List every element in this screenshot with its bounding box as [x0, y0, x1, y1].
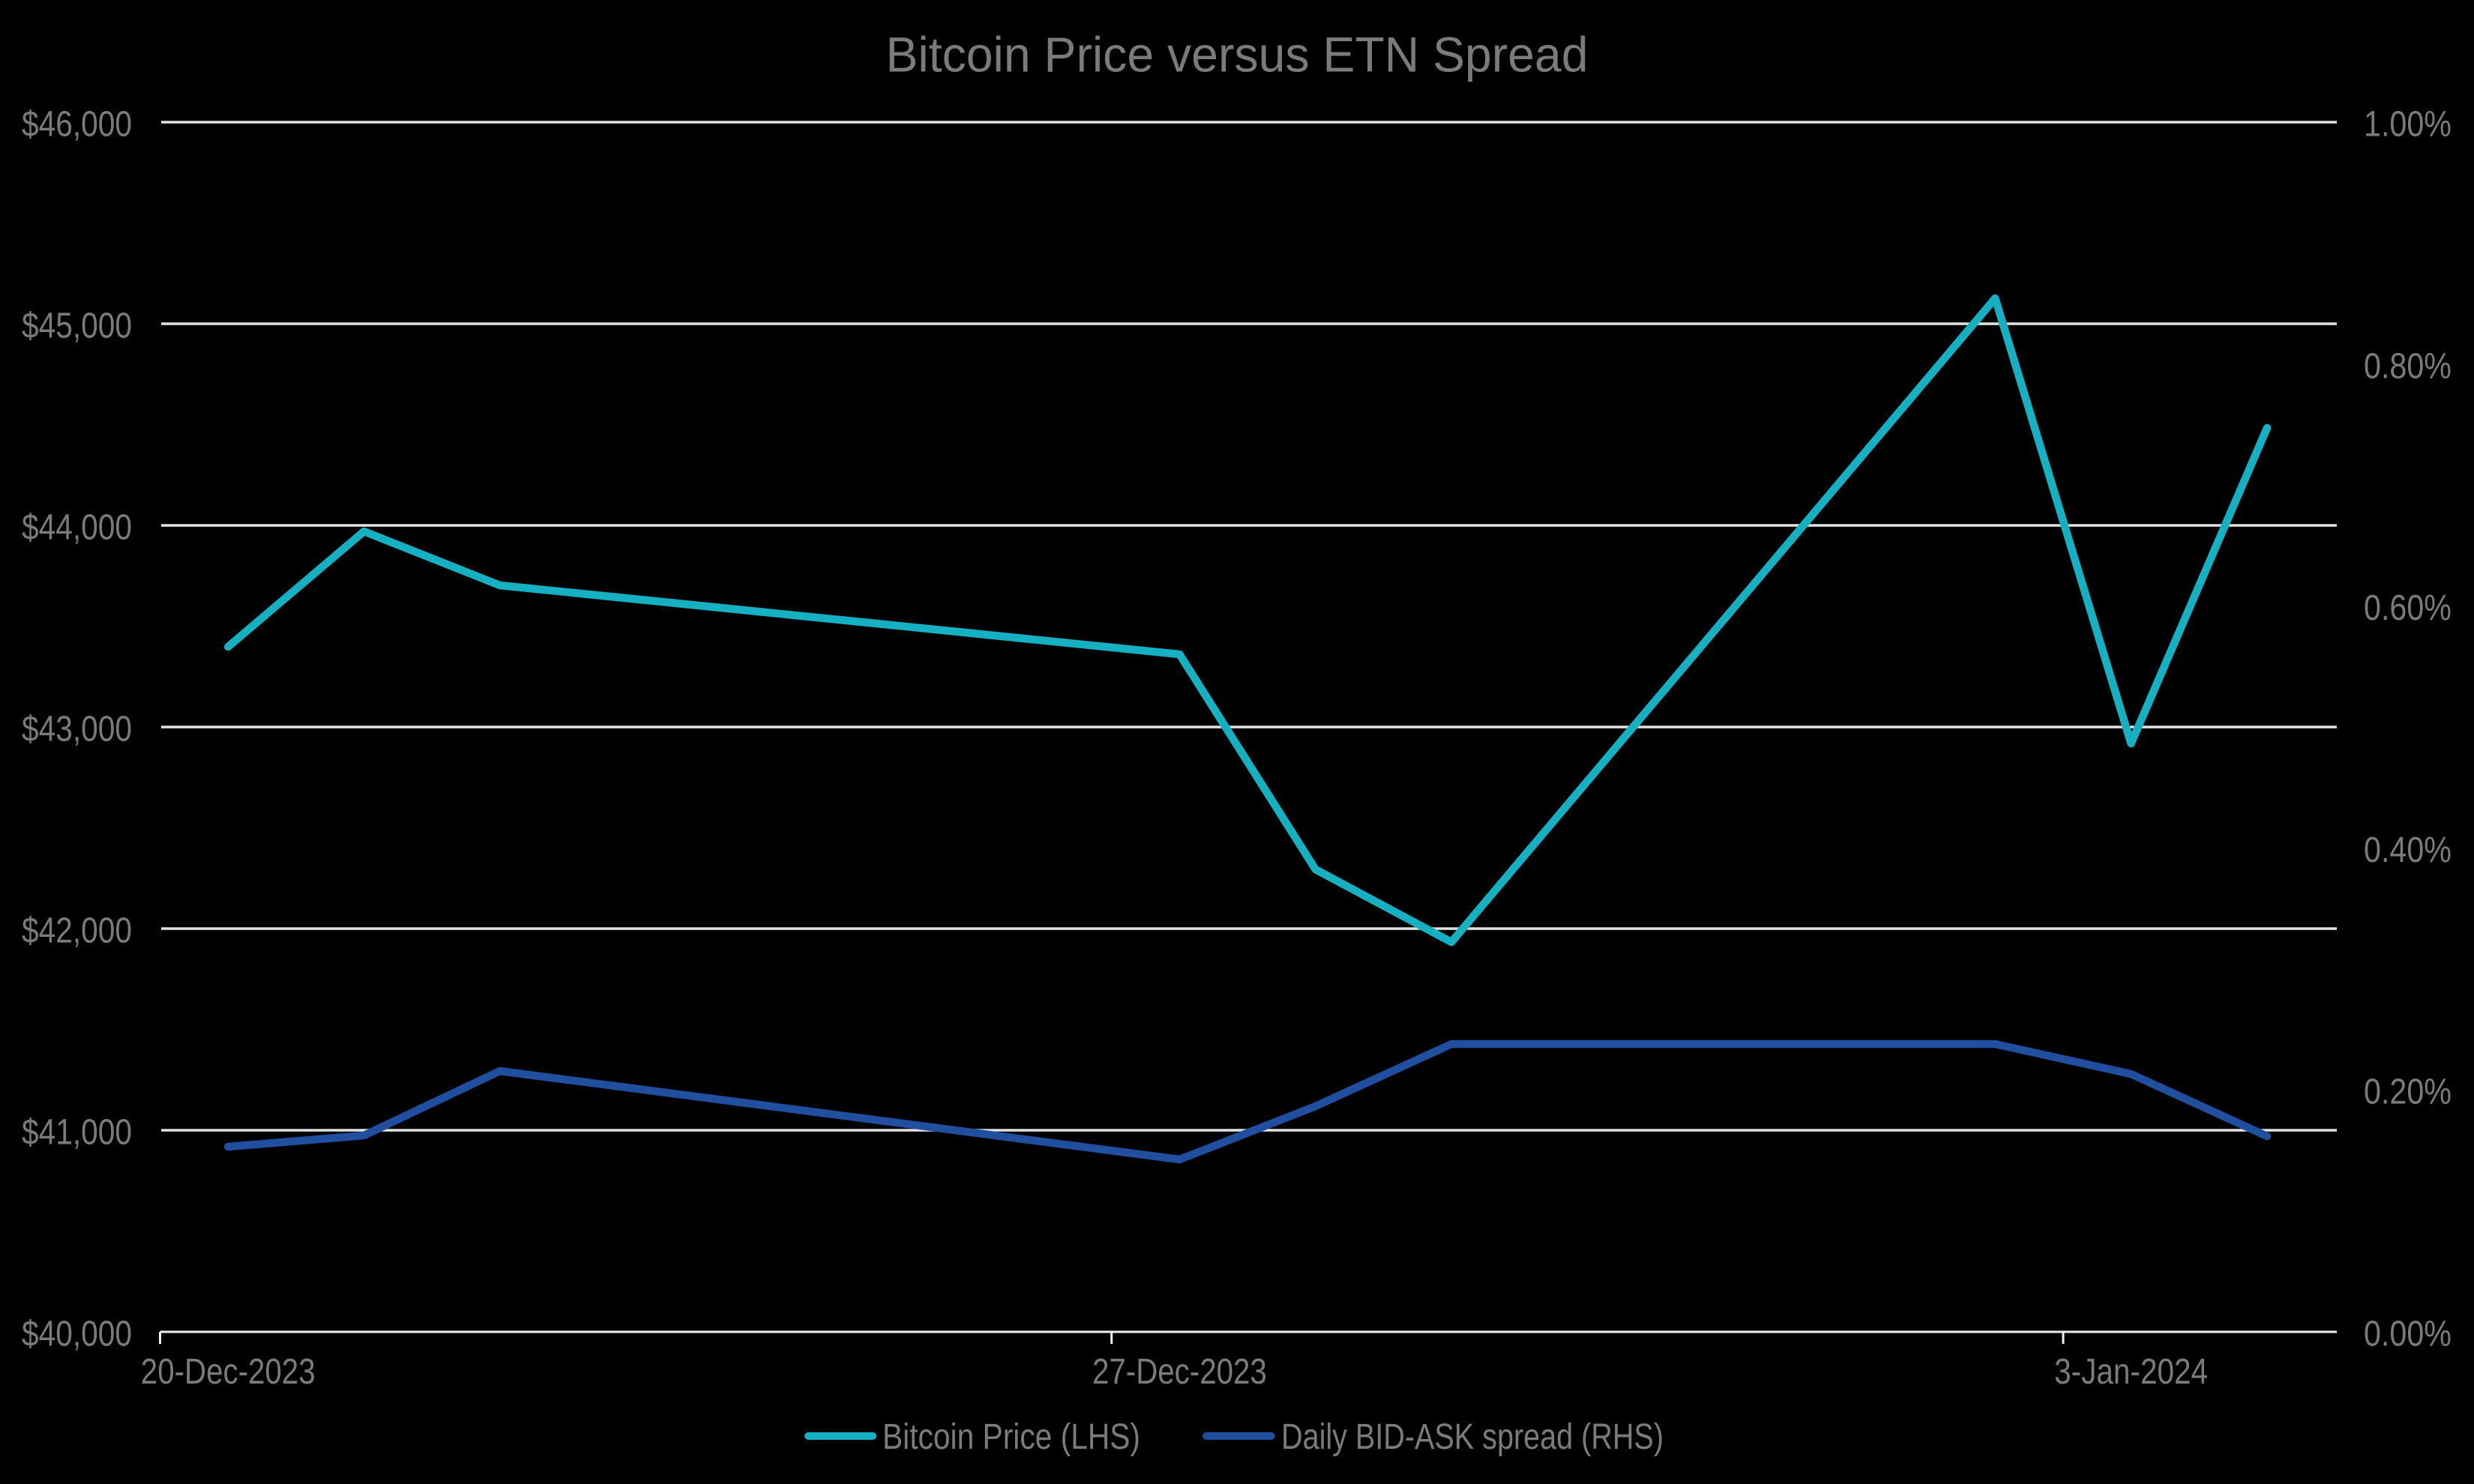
svg-text:$45,000: $45,000 — [22, 307, 132, 346]
svg-text:Bitcoin Price versus ETN Sprea: Bitcoin Price versus ETN Spread — [886, 27, 1589, 82]
svg-text:0.40%: 0.40% — [2364, 830, 2452, 870]
svg-text:0.20%: 0.20% — [2364, 1073, 2452, 1112]
svg-text:0.60%: 0.60% — [2364, 588, 2452, 628]
svg-text:Daily BID-ASK spread (RHS): Daily BID-ASK spread (RHS) — [1281, 1417, 1664, 1457]
svg-text:Bitcoin Price (LHS): Bitcoin Price (LHS) — [882, 1417, 1140, 1457]
svg-text:$43,000: $43,000 — [22, 710, 132, 749]
svg-text:27-Dec-2023: 27-Dec-2023 — [1092, 1352, 1267, 1392]
svg-text:3-Jan-2024: 3-Jan-2024 — [2054, 1352, 2208, 1392]
svg-text:$40,000: $40,000 — [22, 1315, 132, 1354]
svg-text:1.00%: 1.00% — [2364, 105, 2452, 145]
svg-text:$46,000: $46,000 — [22, 105, 132, 145]
svg-text:$42,000: $42,000 — [22, 911, 132, 951]
svg-text:$44,000: $44,000 — [22, 508, 132, 548]
svg-text:0.00%: 0.00% — [2364, 1315, 2452, 1354]
svg-text:20-Dec-2023: 20-Dec-2023 — [141, 1352, 316, 1392]
svg-text:$41,000: $41,000 — [22, 1113, 132, 1153]
svg-text:0.80%: 0.80% — [2364, 346, 2452, 386]
